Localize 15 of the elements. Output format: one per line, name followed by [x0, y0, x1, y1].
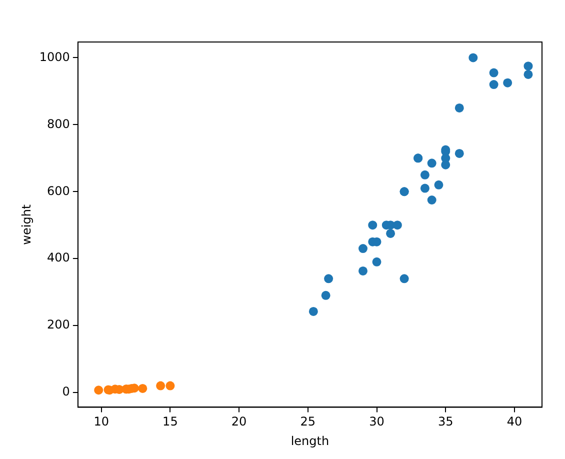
- y-tick-label: 800: [47, 116, 70, 131]
- y-tick-label: 200: [47, 318, 70, 332]
- x-tick-label: 20: [231, 414, 247, 429]
- x-tick-label: 35: [438, 414, 454, 429]
- y-tick-label: 400: [47, 250, 70, 265]
- x-tick-label: 10: [94, 414, 109, 429]
- y-tick-label: 600: [47, 184, 70, 198]
- y-axis-title: weight: [19, 204, 34, 245]
- x-tick-label: 40: [506, 414, 522, 429]
- y-tick-label: 0: [62, 384, 70, 399]
- y-tick-label: 1000: [39, 50, 70, 64]
- x-tick-label: 30: [369, 414, 384, 429]
- x-tick-label: 15: [162, 414, 178, 429]
- x-axis-title: length: [290, 434, 330, 448]
- x-tick-label: 25: [300, 414, 316, 429]
